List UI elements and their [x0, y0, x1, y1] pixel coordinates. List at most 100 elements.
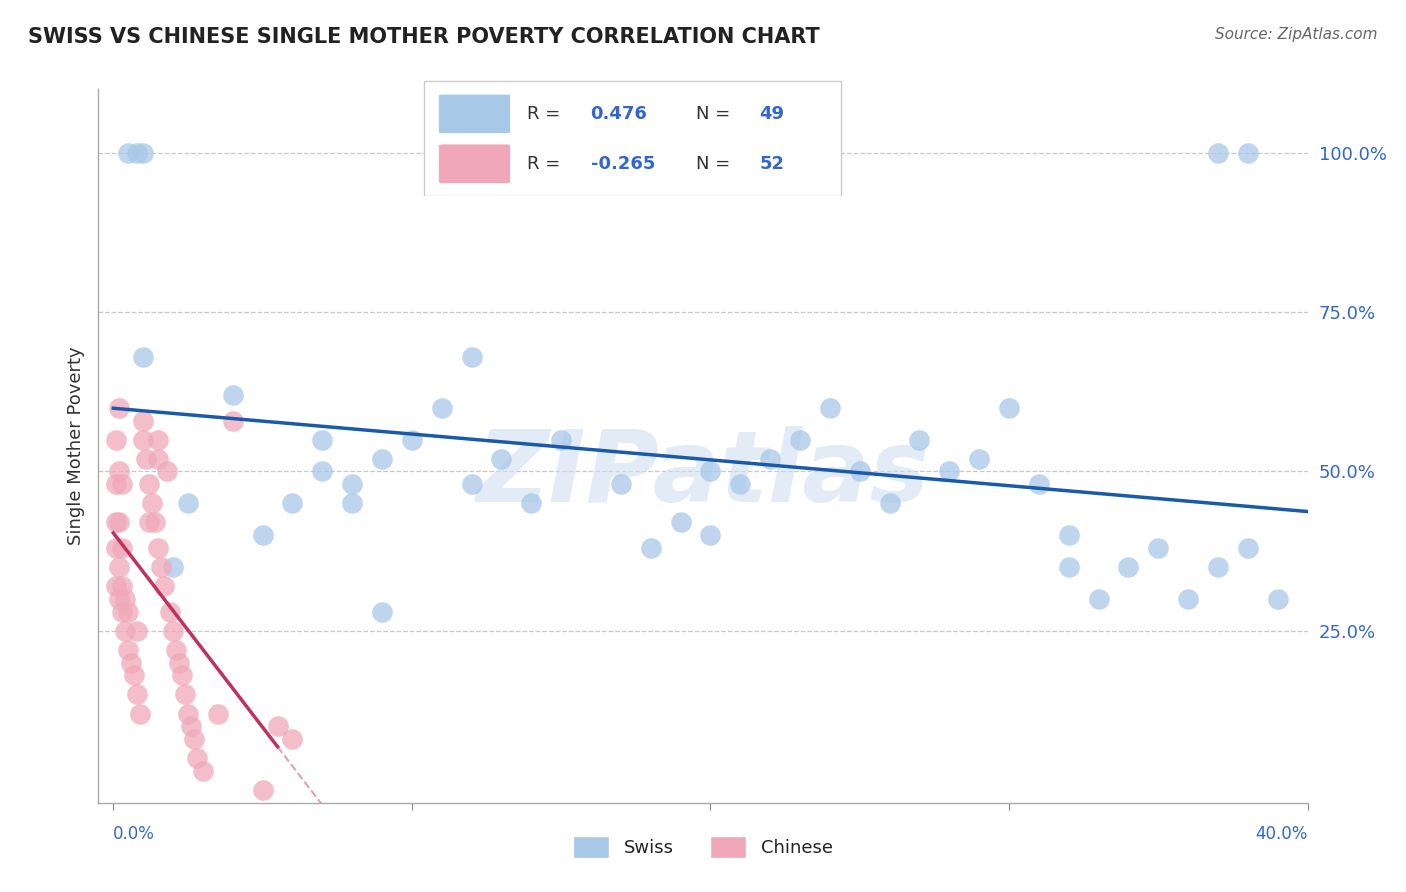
Point: [967, 451, 990, 466]
Point: [162, 624, 184, 638]
Point: [207, 706, 229, 721]
Point: [1087, 591, 1109, 606]
Y-axis label: Single Mother Poverty: Single Mother Poverty: [66, 347, 84, 545]
Point: [1057, 528, 1080, 542]
Point: [141, 496, 163, 510]
Point: [183, 732, 205, 747]
Point: [281, 496, 304, 510]
Point: [132, 145, 155, 160]
Point: [1206, 560, 1229, 574]
Point: [122, 668, 145, 682]
Point: [266, 719, 288, 733]
Point: [132, 433, 155, 447]
Point: [610, 477, 633, 491]
Point: [117, 145, 139, 160]
Text: SWISS VS CHINESE SINGLE MOTHER POVERTY CORRELATION CHART: SWISS VS CHINESE SINGLE MOTHER POVERTY C…: [28, 27, 820, 46]
Text: N =: N =: [696, 105, 730, 123]
Point: [699, 465, 721, 479]
Text: 49: 49: [759, 105, 785, 123]
Text: Source: ZipAtlas.com: Source: ZipAtlas.com: [1215, 27, 1378, 42]
Point: [908, 433, 931, 447]
Point: [111, 477, 134, 491]
Text: 40.0%: 40.0%: [1256, 825, 1308, 843]
Point: [146, 433, 169, 447]
Point: [401, 433, 423, 447]
Point: [117, 605, 139, 619]
Text: R =: R =: [527, 155, 561, 173]
Point: [162, 560, 184, 574]
Point: [146, 451, 169, 466]
Text: ZIPatlas: ZIPatlas: [477, 426, 929, 523]
Point: [174, 688, 197, 702]
Point: [311, 433, 333, 447]
Point: [111, 579, 134, 593]
Point: [108, 591, 131, 606]
Point: [105, 477, 128, 491]
FancyBboxPatch shape: [439, 95, 510, 134]
Point: [108, 401, 131, 415]
Point: [311, 465, 333, 479]
Point: [105, 516, 128, 530]
Text: 52: 52: [759, 155, 785, 173]
Point: [460, 477, 482, 491]
Point: [138, 477, 160, 491]
Point: [669, 516, 692, 530]
Point: [759, 451, 782, 466]
Point: [108, 465, 131, 479]
Point: [1147, 541, 1170, 555]
Point: [114, 624, 136, 638]
Text: 0.0%: 0.0%: [114, 825, 155, 843]
Point: [111, 605, 134, 619]
Point: [105, 579, 128, 593]
Legend: Swiss, Chinese: Swiss, Chinese: [567, 829, 839, 865]
Point: [111, 541, 134, 555]
Point: [191, 764, 214, 778]
Point: [186, 751, 208, 765]
Point: [153, 579, 176, 593]
Point: [105, 541, 128, 555]
Point: [167, 656, 190, 670]
Point: [146, 541, 169, 555]
Point: [177, 706, 200, 721]
Point: [998, 401, 1021, 415]
Point: [938, 465, 960, 479]
Point: [491, 451, 513, 466]
Point: [730, 477, 752, 491]
Point: [170, 668, 193, 682]
Point: [180, 719, 202, 733]
Point: [252, 528, 274, 542]
Text: N =: N =: [696, 155, 730, 173]
Point: [222, 388, 245, 402]
Point: [156, 465, 179, 479]
Point: [371, 451, 394, 466]
Point: [105, 433, 128, 447]
Point: [150, 560, 173, 574]
Point: [108, 516, 131, 530]
Point: [1206, 145, 1229, 160]
Point: [1177, 591, 1199, 606]
Point: [114, 591, 136, 606]
Text: 0.476: 0.476: [591, 105, 647, 123]
Point: [1267, 591, 1289, 606]
Point: [848, 465, 870, 479]
Point: [1237, 145, 1260, 160]
Point: [520, 496, 543, 510]
Point: [371, 605, 394, 619]
Point: [818, 401, 841, 415]
Point: [120, 656, 142, 670]
Point: [117, 643, 139, 657]
Point: [460, 350, 482, 364]
Point: [127, 145, 149, 160]
Point: [129, 706, 152, 721]
Point: [159, 605, 181, 619]
FancyBboxPatch shape: [439, 144, 510, 184]
Point: [108, 560, 131, 574]
Point: [177, 496, 200, 510]
Point: [1237, 541, 1260, 555]
Point: [127, 688, 149, 702]
Point: [135, 451, 157, 466]
Point: [430, 401, 453, 415]
FancyBboxPatch shape: [425, 81, 842, 195]
Point: [132, 350, 155, 364]
Text: R =: R =: [527, 105, 561, 123]
